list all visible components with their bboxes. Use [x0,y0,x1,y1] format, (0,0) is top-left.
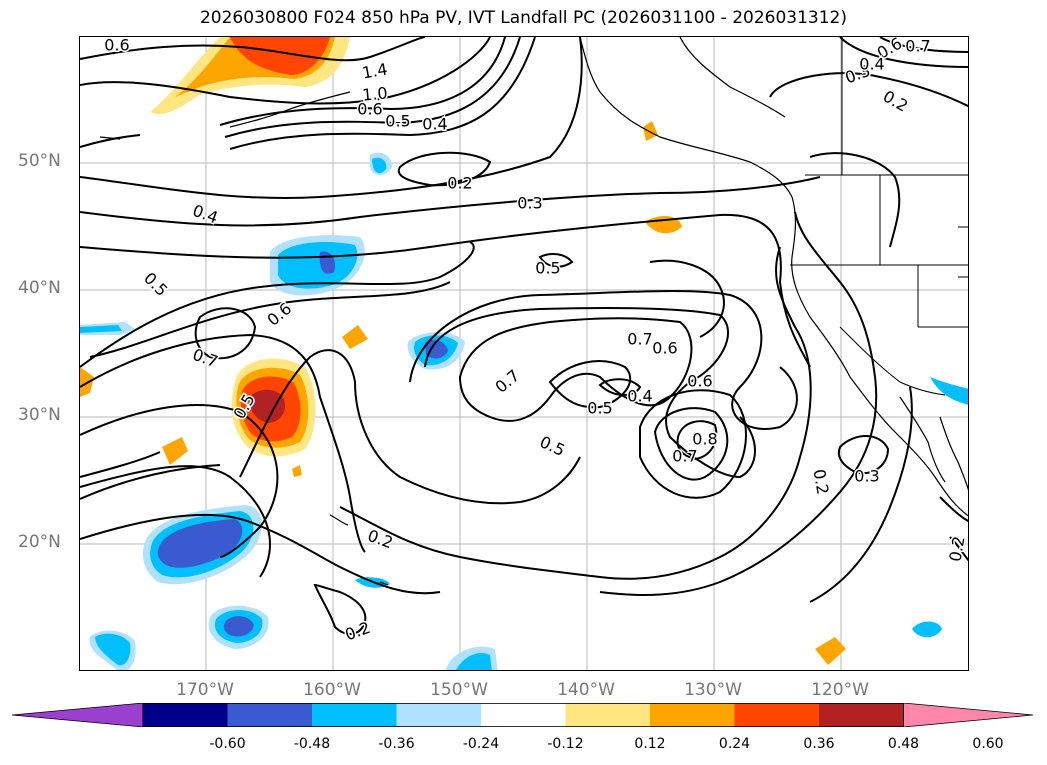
pv-negative-region [95,633,131,666]
contour-label: 0.6 [264,299,296,330]
contour-label: 0.2 [809,468,832,496]
contour-label: 0.4 [422,115,447,134]
pv-shading [80,37,968,670]
colorbar-tick-label: -0.12 [547,736,584,752]
pv-negative-region [930,377,968,405]
colorbar-tick-label: -0.60 [209,736,246,752]
contour-label: 0.2 [342,618,372,645]
colorbar-segment [734,703,820,727]
contour-label: 0.6 [104,37,129,55]
contour-label: 1.4 [361,59,389,82]
map-title: 2026030800 F024 850 hPa PV, IVT Landfall… [199,8,847,28]
colorbar-extend-high [903,703,1034,727]
borders [790,37,968,396]
pv-negative-region [425,340,448,359]
contour-label: 0.3 [517,194,542,213]
colorbar-segment [819,703,904,727]
contour-label: 0.5 [385,112,410,131]
contour-label: 0.6 [652,339,677,358]
contour-label: 0.5 [535,259,560,278]
longitude-label: 170°W [176,680,234,700]
colorbar-tick-label: -0.48 [293,736,331,752]
contour-label: 0.7 [190,345,220,372]
contour-label: 0.5 [140,269,171,300]
pv-negative-region [223,616,254,637]
pv-negative-region [157,519,243,568]
pv-positive-region [815,637,846,665]
colorbar-tick-label: -0.36 [378,736,415,752]
longitude-label: 160°W [303,680,361,700]
contour-label: 0.4 [627,387,652,406]
pv-negative-region [912,621,942,638]
colorbar-tick-label: 0.36 [803,736,835,752]
contour-label: 0.2 [880,87,912,116]
colorbar-segment [227,703,313,727]
contour-label: 0.2 [945,535,968,563]
contour-label: 1.0 [361,83,388,104]
contour-label: 0.5 [537,432,568,460]
map-panel: 0.6 1.4 1.0 0.6 0.5 0.4 0.6 0.7 0.3 0.4 0.2 0.2 0.3 0… [79,36,969,671]
contour-label: 0.2 [447,174,472,193]
contour-label: 0.6 [687,372,712,391]
longitude-label: 140°W [557,680,615,700]
pv-positive-region [292,465,302,477]
longitude-label: 120°W [811,680,869,700]
contour-label: 0.7 [627,330,652,349]
latitude-label: 50°N [18,151,61,171]
pv-positive-region [249,389,286,423]
coastline [99,37,968,586]
contour-label: 0.7 [492,366,524,397]
contour-label: 0.5 [587,399,612,418]
pv-positive-region [643,121,658,141]
pv-negative-region [278,242,358,289]
contour-label: 0.2 [365,526,395,553]
pv-positive-region [162,437,188,465]
colorbar-segment [143,703,228,727]
contour-label: 0.4 [859,55,884,74]
contour-label: 0.3 [854,467,879,486]
colorbar-segment [650,703,735,727]
pv-positive-region [230,37,330,75]
latitude-label: 40°N [18,278,61,298]
pv-negative-region [372,157,387,174]
contour-label: 0.7 [672,447,697,466]
longitude-label: 150°W [430,680,488,700]
map-canvas: 0.61.41.00.60.5 0.40.6 0.70.30.40.20.20.30… [80,37,968,670]
colorbar-segment [396,703,482,727]
latitude-label: 20°N [18,532,61,552]
latitude-label: 30°N [18,405,61,425]
colorbar-tick-label: 0.24 [718,736,751,752]
pv-positive-region [342,325,368,349]
ivt-contours [80,37,968,635]
colorbar-tick-label: 0.12 [634,736,666,752]
contour-label: 0.7 [905,37,930,56]
contour-label: 0.8 [692,430,717,449]
colorbar-extend-low [12,703,144,727]
colorbar-tick-label: -0.24 [462,736,500,752]
colorbar-segment [565,703,651,727]
colorbar-outline [142,703,904,727]
colorbar [12,703,1034,727]
pv-negative-region [456,653,492,670]
contour-label: 0.6 [357,100,382,119]
pv-negative-region [80,325,122,333]
colorbar-tick-label: 0.60 [972,736,1004,752]
colorbar-segment [481,703,566,727]
colorbar-tick-label: 0.48 [887,736,920,752]
longitude-label: 130°W [684,680,742,700]
colorbar-segment [312,703,397,727]
